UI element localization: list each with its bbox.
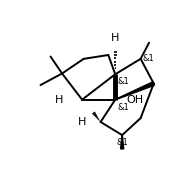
Text: H: H <box>78 117 87 127</box>
Text: &1: &1 <box>117 77 129 86</box>
Text: H: H <box>111 33 119 43</box>
Text: H: H <box>55 95 64 105</box>
Polygon shape <box>121 135 124 149</box>
Text: &1: &1 <box>116 138 128 147</box>
Polygon shape <box>115 82 154 100</box>
Text: &1: &1 <box>117 103 129 112</box>
Text: &1: &1 <box>143 54 155 63</box>
Text: OH: OH <box>127 95 144 105</box>
